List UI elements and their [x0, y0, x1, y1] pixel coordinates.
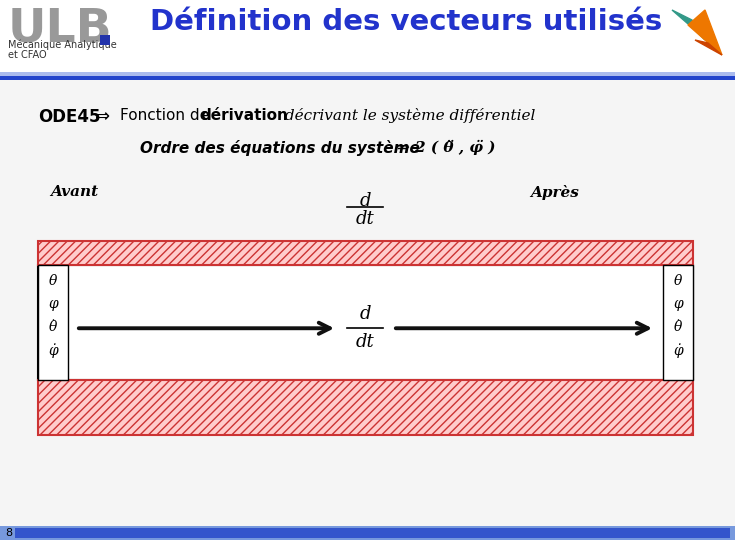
- Bar: [0, 76, 735, 80]
- Bar: [15, 528, 730, 538]
- Text: φ: φ: [673, 297, 683, 311]
- Text: φ: φ: [48, 297, 58, 311]
- Text: ODE45: ODE45: [38, 108, 101, 126]
- Text: Mécanique Analytique: Mécanique Analytique: [8, 40, 117, 51]
- Text: θ: θ: [49, 274, 57, 288]
- Text: d: d: [359, 192, 370, 210]
- Text: dt: dt: [356, 333, 374, 351]
- Bar: [38, 265, 693, 380]
- Bar: [663, 265, 693, 380]
- Text: Avant: Avant: [50, 185, 98, 199]
- Text: ⇒ 2 ( θ̈ , φ̈ ): ⇒ 2 ( θ̈ , φ̈ ): [397, 140, 495, 155]
- Text: Définition des vecteurs utilisés: Définition des vecteurs utilisés: [150, 8, 662, 36]
- Text: dt: dt: [356, 210, 374, 228]
- Text: θ̇: θ̇: [674, 320, 682, 334]
- Bar: [0, 526, 735, 540]
- Text: φ̇: φ̇: [673, 343, 683, 357]
- Bar: [100, 35, 110, 45]
- Text: θ: θ: [674, 274, 682, 288]
- Bar: [38, 241, 693, 265]
- Polygon shape: [695, 40, 722, 55]
- Text: ⇒: ⇒: [95, 108, 110, 126]
- Bar: [0, 0, 735, 72]
- Text: décrivant le système différentiel: décrivant le système différentiel: [280, 108, 535, 123]
- Text: Fonction de: Fonction de: [120, 108, 214, 123]
- Text: φ̇: φ̇: [48, 343, 58, 357]
- Text: Ordre des équations du système: Ordre des équations du système: [140, 140, 420, 156]
- Bar: [38, 380, 693, 435]
- Text: Après: Après: [530, 185, 579, 200]
- Polygon shape: [688, 10, 722, 55]
- Text: ULB: ULB: [8, 6, 112, 51]
- Polygon shape: [672, 10, 705, 40]
- Text: d: d: [359, 305, 370, 323]
- Bar: [0, 72, 735, 76]
- Text: 8: 8: [5, 528, 12, 538]
- Bar: [38, 265, 68, 380]
- Text: θ̇: θ̇: [49, 320, 57, 334]
- Text: dérivation: dérivation: [200, 108, 288, 123]
- Text: et CFAO: et CFAO: [8, 50, 46, 60]
